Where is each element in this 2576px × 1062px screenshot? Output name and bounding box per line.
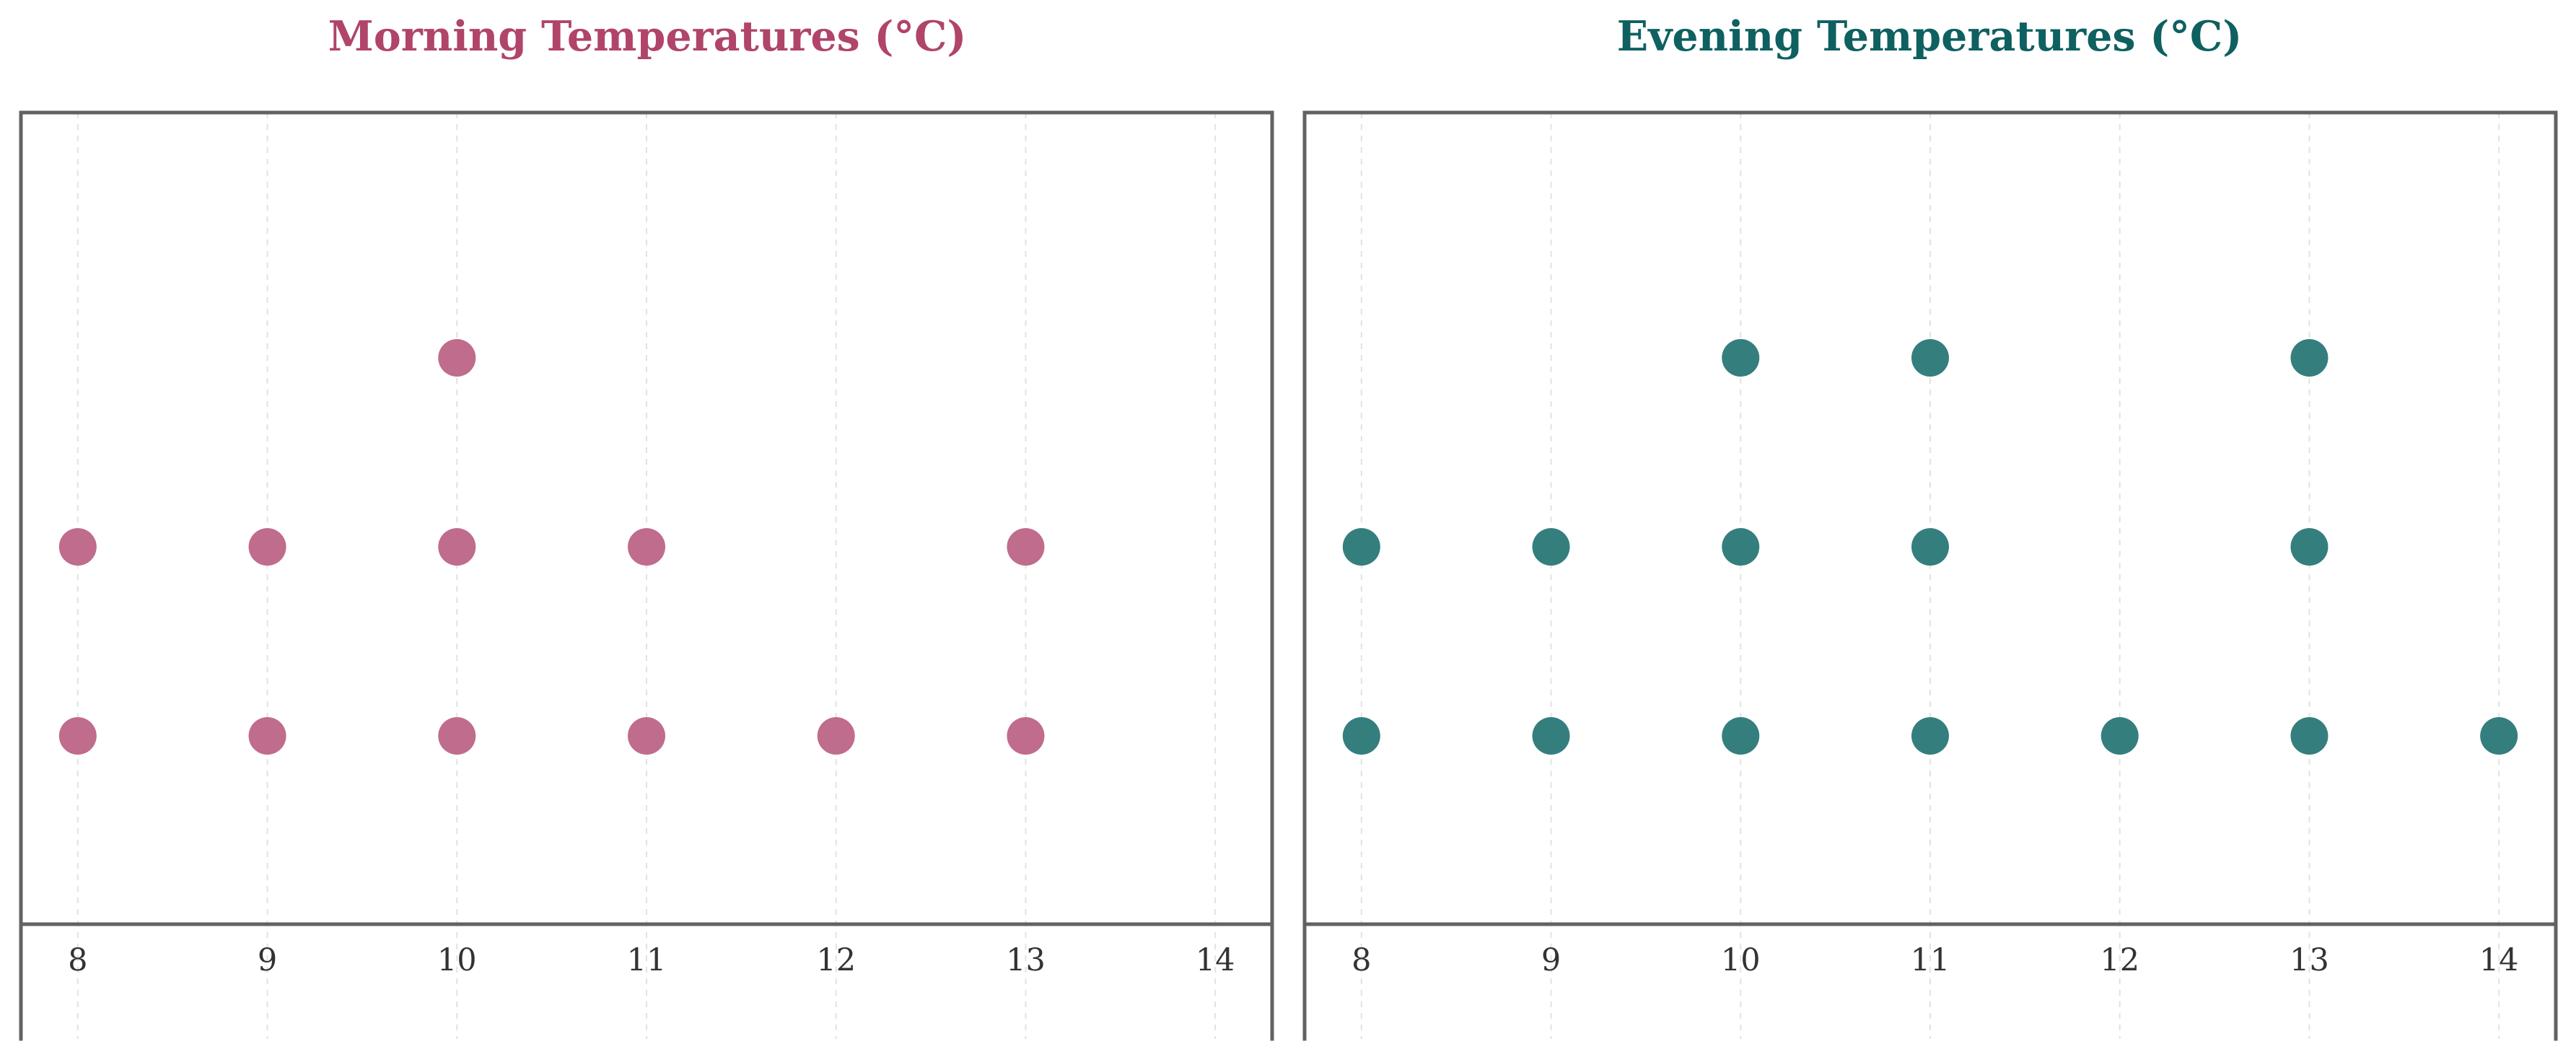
morning-x-tick-label: 9 [258, 942, 277, 978]
morning-dot [817, 717, 855, 755]
morning-x-tick-label: 10 [437, 942, 477, 978]
morning-x-tick-label: 12 [816, 942, 856, 978]
evening-x-tick-label: 8 [1351, 942, 1371, 978]
morning-x-tick-label: 8 [68, 942, 87, 978]
evening-dots [1342, 339, 2518, 755]
evening-x-tick-label: 13 [2290, 942, 2329, 978]
morning-dot [248, 528, 286, 566]
evening-dot [1722, 528, 1760, 566]
morning-dot [58, 528, 97, 566]
morning-x-tick-label: 14 [1196, 942, 1235, 978]
evening-x-ticks: 8 9 10 11 12 13 14 [1351, 942, 2518, 978]
morning-x-tick-label: 11 [627, 942, 667, 978]
morning-dot [628, 717, 665, 755]
evening-x-tick-label: 9 [1541, 942, 1561, 978]
evening-dot [1722, 339, 1760, 377]
morning-dot [628, 528, 665, 566]
morning-dot [58, 717, 97, 755]
evening-dot [1722, 717, 1760, 755]
evening-dot [1911, 528, 1949, 566]
evening-dot [1911, 339, 1949, 377]
morning-dot [438, 339, 476, 377]
morning-dot [1007, 717, 1045, 755]
morning-panel: Morning Temperatures (°C) 8 9 10 11 12 13 14 [19, 12, 1274, 1041]
evening-x-tick-label: 10 [1721, 942, 1761, 978]
morning-x-tick-label: 13 [1006, 942, 1046, 978]
evening-frame [1302, 110, 2558, 1041]
morning-grid [76, 113, 1217, 1039]
evening-x-tick-label: 11 [1911, 942, 1950, 978]
evening-dot [2290, 717, 2329, 755]
evening-dot [1342, 528, 1380, 566]
evening-dot [1342, 717, 1380, 755]
evening-panel: Evening Temperatures (°C) 8 9 10 11 12 13 14 [1302, 12, 2558, 1041]
morning-dot [438, 717, 476, 755]
evening-dot [2290, 339, 2329, 377]
morning-dots [58, 339, 1045, 755]
evening-grid [1360, 113, 2500, 1039]
morning-frame [19, 110, 1274, 1041]
evening-x-tick-label: 14 [2479, 942, 2519, 978]
morning-dot [438, 528, 476, 566]
morning-title: Morning Temperatures (°C) [328, 12, 967, 61]
morning-x-ticks: 8 9 10 11 12 13 14 [68, 942, 1235, 978]
evening-dot [1532, 717, 1570, 755]
evening-x-tick-label: 12 [2100, 942, 2139, 978]
evening-title: Evening Temperatures (°C) [1617, 12, 2242, 61]
evening-dot [1532, 528, 1570, 566]
evening-dot [2100, 717, 2139, 755]
morning-dot [248, 717, 286, 755]
evening-dot [1911, 717, 1949, 755]
evening-dot [2290, 528, 2329, 566]
evening-dot [2480, 717, 2518, 755]
morning-dot [1007, 528, 1045, 566]
